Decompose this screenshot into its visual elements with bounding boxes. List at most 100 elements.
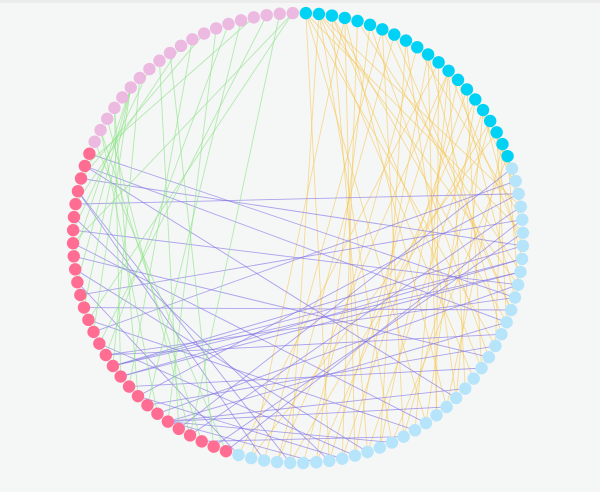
- node-lavender[interactable]: [273, 7, 286, 20]
- node-cyan[interactable]: [351, 14, 364, 28]
- node-lavender[interactable]: [133, 71, 147, 85]
- node-lavender[interactable]: [222, 17, 235, 31]
- node-lavender[interactable]: [94, 123, 107, 137]
- node-lightblue[interactable]: [516, 213, 529, 226]
- node-pink[interactable]: [83, 147, 96, 160]
- node-lightblue[interactable]: [385, 436, 399, 449]
- node-cyan[interactable]: [325, 9, 339, 22]
- node-lavender[interactable]: [209, 22, 223, 35]
- node-lightblue[interactable]: [245, 451, 258, 465]
- node-pink[interactable]: [219, 444, 233, 458]
- node-cyan[interactable]: [338, 11, 351, 25]
- node-lightblue[interactable]: [430, 409, 443, 422]
- node-lightblue[interactable]: [495, 328, 508, 341]
- node-lightblue[interactable]: [257, 454, 271, 467]
- node-lightblue[interactable]: [511, 278, 525, 291]
- node-lavender[interactable]: [286, 6, 299, 20]
- node-pink[interactable]: [78, 159, 92, 173]
- node-lightblue[interactable]: [514, 265, 527, 279]
- node-cyan[interactable]: [501, 149, 514, 163]
- node-cyan[interactable]: [421, 48, 435, 61]
- node-cyan[interactable]: [388, 28, 401, 41]
- node-lightblue[interactable]: [283, 456, 297, 470]
- node-lavender[interactable]: [174, 39, 188, 53]
- node-lavender[interactable]: [153, 54, 166, 67]
- node-pink[interactable]: [207, 440, 220, 453]
- node-cyan[interactable]: [442, 64, 455, 77]
- node-lightblue[interactable]: [323, 454, 336, 468]
- node-lightblue[interactable]: [512, 187, 525, 200]
- node-lightblue[interactable]: [270, 455, 284, 469]
- node-lightblue[interactable]: [232, 448, 245, 462]
- node-lightblue[interactable]: [475, 361, 488, 375]
- node-pink[interactable]: [99, 348, 113, 362]
- node-lavender[interactable]: [186, 33, 199, 46]
- node-lavender[interactable]: [143, 62, 156, 76]
- node-lightblue[interactable]: [373, 441, 387, 454]
- node-lightblue[interactable]: [509, 174, 522, 188]
- node-cyan[interactable]: [432, 56, 445, 69]
- node-pink[interactable]: [161, 415, 175, 428]
- node-pink[interactable]: [77, 301, 91, 314]
- node-lightblue[interactable]: [467, 372, 480, 385]
- node-cyan[interactable]: [411, 40, 424, 54]
- node-pink[interactable]: [131, 389, 145, 403]
- node-lightblue[interactable]: [482, 351, 496, 364]
- node-lightblue[interactable]: [419, 416, 433, 430]
- node-lightblue[interactable]: [500, 316, 513, 329]
- node-pink[interactable]: [67, 210, 81, 224]
- node-pink[interactable]: [141, 399, 154, 412]
- node-lavender[interactable]: [234, 14, 248, 27]
- node-lavender[interactable]: [163, 46, 177, 60]
- node-lightblue[interactable]: [505, 162, 519, 175]
- node-lightblue[interactable]: [508, 291, 522, 304]
- node-lavender[interactable]: [100, 112, 114, 125]
- node-pink[interactable]: [69, 197, 82, 211]
- node-lightblue[interactable]: [297, 456, 310, 470]
- node-lightblue[interactable]: [336, 452, 349, 465]
- node-lavender[interactable]: [247, 11, 260, 24]
- node-lavender[interactable]: [88, 135, 101, 148]
- node-lightblue[interactable]: [397, 430, 410, 443]
- node-pink[interactable]: [151, 407, 164, 420]
- node-pink[interactable]: [183, 429, 197, 442]
- node-pink[interactable]: [66, 237, 80, 250]
- node-pink[interactable]: [67, 250, 80, 263]
- node-cyan[interactable]: [299, 6, 313, 20]
- node-pink[interactable]: [71, 185, 85, 198]
- node-lightblue[interactable]: [361, 445, 374, 459]
- node-cyan[interactable]: [451, 73, 465, 87]
- node-lavender[interactable]: [197, 27, 211, 40]
- node-pink[interactable]: [114, 370, 127, 383]
- node-pink[interactable]: [82, 313, 95, 327]
- node-lightblue[interactable]: [449, 391, 463, 405]
- node-pink[interactable]: [195, 435, 208, 448]
- node-cyan[interactable]: [490, 126, 503, 139]
- node-pink[interactable]: [122, 380, 136, 393]
- node-pink[interactable]: [66, 223, 80, 237]
- node-pink[interactable]: [87, 325, 100, 339]
- node-cyan[interactable]: [483, 114, 497, 128]
- node-cyan[interactable]: [376, 23, 389, 36]
- node-lavender[interactable]: [108, 101, 121, 115]
- node-lightblue[interactable]: [310, 456, 323, 469]
- node-pink[interactable]: [106, 359, 120, 373]
- node-lightblue[interactable]: [504, 303, 518, 317]
- node-lightblue[interactable]: [489, 339, 502, 353]
- node-pink[interactable]: [93, 337, 106, 350]
- node-lavender[interactable]: [260, 8, 273, 22]
- node-lavender[interactable]: [124, 81, 137, 94]
- node-cyan[interactable]: [399, 34, 413, 47]
- node-lightblue[interactable]: [408, 423, 422, 437]
- node-cyan[interactable]: [460, 83, 474, 96]
- node-pink[interactable]: [74, 172, 88, 185]
- node-lightblue[interactable]: [514, 200, 528, 213]
- node-lightblue[interactable]: [440, 400, 453, 414]
- node-lightblue[interactable]: [516, 239, 530, 253]
- node-cyan[interactable]: [496, 137, 509, 151]
- node-pink[interactable]: [68, 263, 82, 276]
- node-lightblue[interactable]: [348, 449, 362, 462]
- node-lightblue[interactable]: [516, 226, 530, 239]
- node-lavender[interactable]: [116, 91, 129, 104]
- node-lightblue[interactable]: [515, 252, 529, 266]
